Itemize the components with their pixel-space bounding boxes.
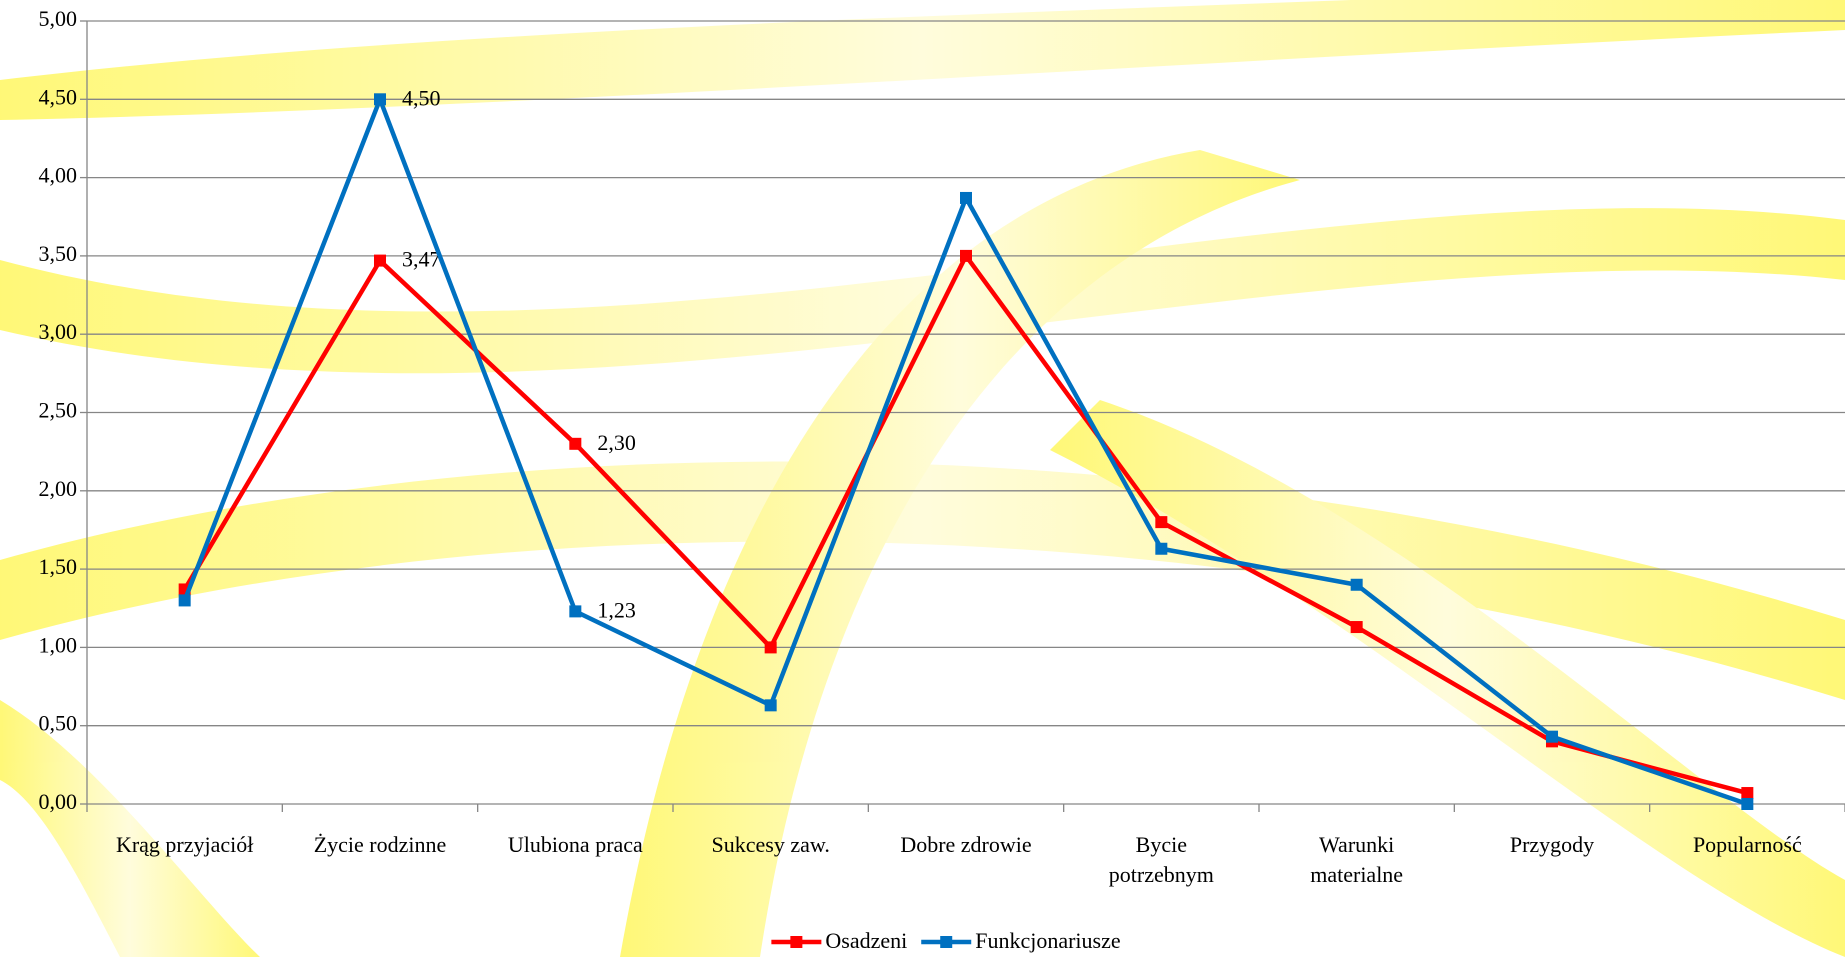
y-tick-label: 5,00 xyxy=(39,6,78,31)
data-point xyxy=(179,594,191,606)
y-tick-label: 3,50 xyxy=(39,241,78,266)
page: 0,00 0,50 1,00 1,50 2,00 2,50 3,00 3,50 4,00 4,50… xyxy=(0,0,1845,957)
data-label: 2,30 xyxy=(597,430,636,455)
y-tick-label: 0,00 xyxy=(39,789,78,814)
legend: Osadzeni Funkcjonariusze xyxy=(771,928,1120,953)
data-point xyxy=(960,192,972,204)
data-point xyxy=(374,255,386,267)
data-point xyxy=(1351,621,1363,633)
background-decoration xyxy=(0,0,1845,957)
x-tick-label: Warunki materialne xyxy=(1259,830,1454,890)
data-point xyxy=(374,93,386,105)
x-tick-label: Popularność xyxy=(1650,830,1845,860)
legend-label: Funkcjonariusze xyxy=(975,928,1120,953)
legend-item: Funkcjonariusze xyxy=(921,928,1120,953)
data-point xyxy=(1741,787,1753,799)
x-tick-label: Sukcesy zaw. xyxy=(673,830,868,860)
data-point xyxy=(1741,798,1753,810)
x-tick-label: Bycie potrzebnym xyxy=(1064,830,1259,890)
y-tick-label: 2,00 xyxy=(39,476,78,501)
data-point xyxy=(569,605,581,617)
data-point xyxy=(1155,516,1167,528)
legend-marker xyxy=(790,936,802,948)
data-point xyxy=(1155,543,1167,555)
x-tick-label: Życie rodzinne xyxy=(282,830,477,860)
legend-item: Osadzeni xyxy=(771,928,907,953)
data-point xyxy=(1546,731,1558,743)
data-label: 1,23 xyxy=(597,597,636,622)
legend-label: Osadzeni xyxy=(825,928,907,953)
x-tick-label: Ulubiona praca xyxy=(478,830,673,860)
chart: 0,00 0,50 1,00 1,50 2,00 2,50 3,00 3,50 4,00 4,50… xyxy=(0,0,1845,957)
x-tick-label: Dobre zdrowie xyxy=(868,830,1063,860)
y-tick-label: 1,00 xyxy=(39,632,78,657)
y-tick-label: 4,00 xyxy=(39,163,78,188)
x-tick-label: Krąg przyjaciół xyxy=(87,830,282,860)
x-tick-label: Przygody xyxy=(1454,830,1649,860)
data-point xyxy=(569,438,581,450)
data-label: 4,50 xyxy=(402,85,441,110)
y-tick-label: 4,50 xyxy=(39,84,78,109)
data-point xyxy=(765,699,777,711)
legend-marker xyxy=(940,936,952,948)
y-tick-label: 3,00 xyxy=(39,319,78,344)
data-point xyxy=(960,250,972,262)
y-tick-label: 0,50 xyxy=(39,711,78,736)
data-point xyxy=(1351,579,1363,591)
y-tick-label: 2,50 xyxy=(39,398,78,423)
y-tick-label: 1,50 xyxy=(39,554,78,579)
data-label: 3,47 xyxy=(402,247,441,272)
data-point xyxy=(765,641,777,653)
